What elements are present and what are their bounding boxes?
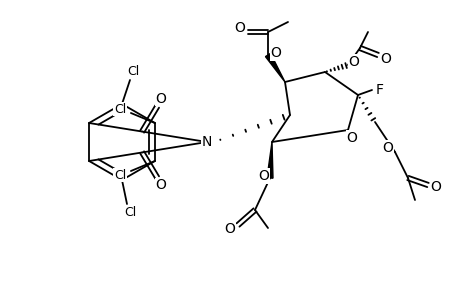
Text: O: O: [380, 52, 391, 66]
Text: O: O: [156, 178, 166, 193]
Text: F: F: [375, 83, 383, 97]
Text: Cl: Cl: [127, 64, 139, 77]
Text: Cl: Cl: [113, 103, 126, 116]
Text: Cl: Cl: [113, 169, 126, 182]
Text: O: O: [348, 55, 358, 69]
Text: O: O: [234, 21, 245, 35]
Polygon shape: [265, 53, 285, 82]
Text: N: N: [202, 135, 212, 149]
Text: Cl: Cl: [123, 206, 136, 220]
Text: O: O: [346, 131, 357, 145]
Text: O: O: [258, 169, 269, 183]
Text: O: O: [270, 46, 281, 60]
Text: O: O: [430, 180, 441, 194]
Text: O: O: [156, 92, 166, 106]
Text: O: O: [224, 222, 235, 236]
Text: O: O: [382, 141, 392, 155]
Polygon shape: [266, 142, 272, 178]
